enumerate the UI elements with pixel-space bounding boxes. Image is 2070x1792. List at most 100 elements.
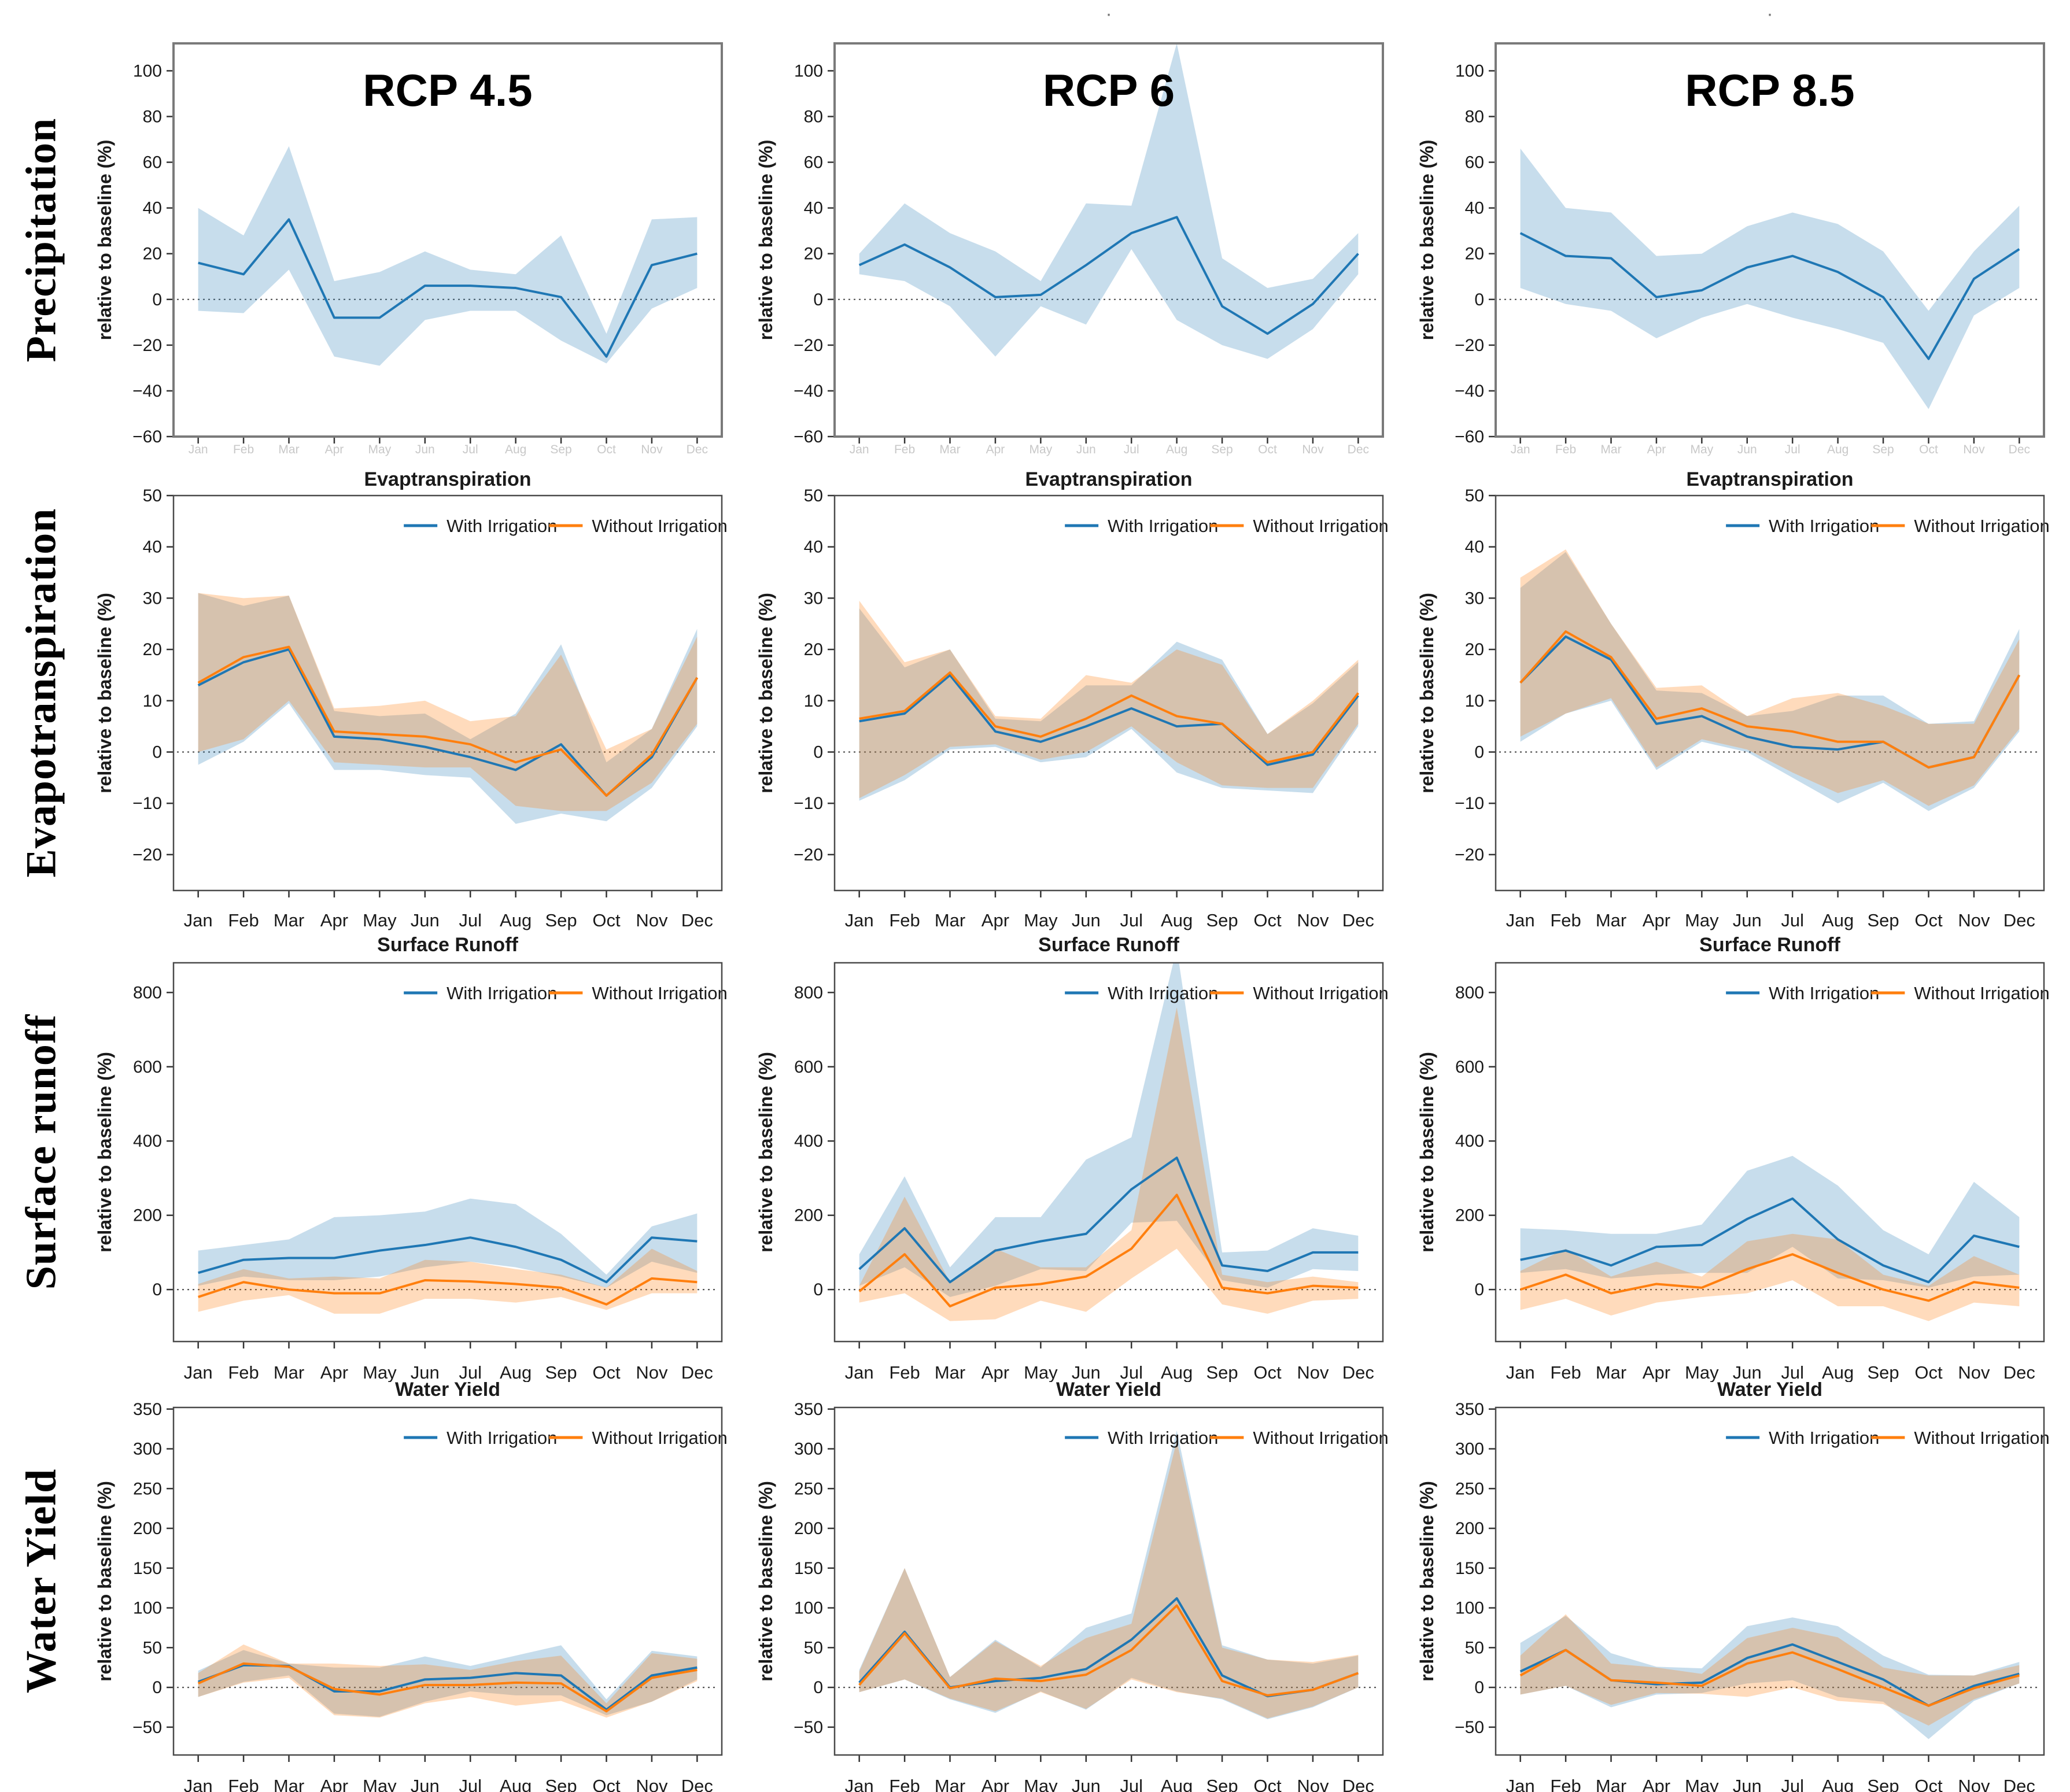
legend-label: Without Irrigation <box>1253 516 1388 536</box>
month-label: Apr <box>320 910 348 930</box>
month-label: Jun <box>1733 910 1762 930</box>
y-tick-label: 0 <box>813 1678 823 1697</box>
month-label: Mar <box>1596 910 1626 930</box>
series-line-without <box>1520 1253 2020 1302</box>
chart-title: Evaptranspiration <box>1686 468 1853 490</box>
chart-svg-water-yield-rcp6: Water Yield relative to baseline (%) 350 30… <box>755 1382 1389 1792</box>
plot-frame <box>833 962 1384 1343</box>
month-label: Oct <box>1919 443 1938 456</box>
y-tick-label: 0 <box>813 290 823 309</box>
chart-grid: relative to baseline (%) 100 80 60 40 20 0 −20−… <box>87 0 2070 1792</box>
month-label: Oct <box>1914 910 1943 930</box>
month-label: Jul <box>459 1776 482 1792</box>
y-tick-label: 0 <box>152 743 162 762</box>
confidence-band-with <box>1520 552 2020 811</box>
month-label: Jan <box>1506 1362 1535 1382</box>
month-label: Mar <box>935 1362 965 1382</box>
legend-label: With Irrigation <box>447 516 557 536</box>
y-axis-label: relative to baseline (%) <box>1416 593 1437 793</box>
y-tick-label: −20 <box>132 336 162 355</box>
y-axis-label: relative to baseline (%) <box>755 1052 776 1252</box>
y-tick-label: 0 <box>1474 1678 1484 1697</box>
y-axis-label: relative to baseline (%) <box>94 1052 115 1252</box>
month-label: Dec <box>1342 1776 1374 1792</box>
y-tick-label: 100 <box>1455 1599 1484 1618</box>
chart-title: Surface Runoff <box>1038 934 1179 956</box>
month-label: Feb <box>1550 1362 1581 1382</box>
confidence-band-with <box>198 1645 698 1717</box>
y-axis-label: relative to baseline (%) <box>755 1481 776 1682</box>
chart-svg-evapotranspiration-rcp6: Evaptranspiration relative to baseline (%… <box>755 468 1389 930</box>
month-label: Jul <box>1120 1776 1143 1792</box>
y-tick-label: 0 <box>1474 290 1484 309</box>
row-label-water-yield: Water Yield <box>17 1468 65 1694</box>
confidence-band-with <box>859 608 1359 801</box>
y-tick-label: 100 <box>133 61 162 80</box>
y-tick-label: −60 <box>1455 427 1484 446</box>
series-line-without <box>858 1194 1359 1307</box>
y-tick-label: 100 <box>1455 61 1484 80</box>
month-label: Mar <box>935 910 965 930</box>
series-line-without <box>858 1604 1359 1697</box>
month-label: Mar <box>1600 443 1621 456</box>
month-label: Nov <box>636 1362 668 1382</box>
y-tick-label: 60 <box>143 153 162 172</box>
legend: With Irrigation Without Irrigation <box>1726 516 2050 536</box>
chart-svg-surface-runoff-rcp45: Surface Runoff relative to baseline (%) 80… <box>94 934 728 1382</box>
month-label: Jul <box>463 443 478 456</box>
series-line-without <box>1519 630 2021 769</box>
month-label: Oct <box>1253 910 1282 930</box>
y-axis-label: relative to baseline (%) <box>755 593 776 793</box>
y-tick-label: 50 <box>143 1638 162 1657</box>
y-tick-label: 400 <box>794 1132 823 1151</box>
y-tick-label: 0 <box>1474 1280 1484 1299</box>
y-tick-label: 20 <box>1465 640 1484 659</box>
legend-label: Without Irrigation <box>592 1428 727 1448</box>
y-axis-label: relative to baseline (%) <box>1416 1481 1437 1682</box>
y-tick-label: 250 <box>133 1479 162 1498</box>
month-label: Apr <box>320 1776 348 1792</box>
month-label: Feb <box>228 1776 259 1792</box>
month-label: Oct <box>1253 1362 1282 1382</box>
month-label: Jun <box>1733 1362 1762 1382</box>
month-label: Sep <box>550 443 571 456</box>
y-tick-label: 600 <box>794 1058 823 1077</box>
chart-water-yield-rcp45: Water Yield relative to baseline (%) 350 30… <box>87 1382 748 1792</box>
y-tick-label: 400 <box>1455 1132 1484 1151</box>
confidence-band-without <box>859 1007 1359 1321</box>
month-label: Sep <box>1206 1776 1238 1792</box>
month-label: Mar <box>274 910 304 930</box>
y-tick-label: 60 <box>804 153 823 172</box>
chart-title: Water Yield <box>1717 1382 1822 1401</box>
month-label: Dec <box>681 1362 713 1382</box>
month-label: May <box>1024 1776 1058 1792</box>
y-tick-label: 50 <box>143 486 162 505</box>
month-label: Mar <box>1596 1362 1626 1382</box>
month-label: Jan <box>189 443 208 456</box>
y-tick-label: 100 <box>794 61 823 80</box>
y-tick-label: 10 <box>804 692 823 711</box>
confidence-band-without <box>198 1644 698 1718</box>
month-label: Nov <box>636 910 668 930</box>
y-tick-label: 300 <box>133 1440 162 1459</box>
month-label: Nov <box>1297 910 1329 930</box>
y-tick-label: −20 <box>132 845 162 864</box>
y-tick-label: −20 <box>1455 336 1484 355</box>
chart-precipitation-rcp85: · relative to baseline (%) 100 80 60 40 20 0 −20… <box>1409 0 2070 463</box>
month-label: Feb <box>889 1776 920 1792</box>
month-label: Mar <box>1596 1776 1626 1792</box>
month-label: Jan <box>184 1362 213 1382</box>
month-label: Jun <box>1072 1776 1101 1792</box>
chart-svg-evapotranspiration-rcp85: Evaptranspiration relative to baseline (%… <box>1416 468 2050 930</box>
y-tick-label: 800 <box>1455 983 1484 1002</box>
month-label: Apr <box>1647 443 1666 456</box>
month-label: Aug <box>500 910 532 930</box>
y-tick-label: 100 <box>133 1599 162 1618</box>
month-label: Dec <box>2003 1362 2035 1382</box>
y-tick-label: 250 <box>1455 1479 1484 1498</box>
legend-label: Without Irrigation <box>1914 983 2049 1003</box>
legend: With Irrigation Without Irrigation <box>404 516 728 536</box>
y-tick-label: 350 <box>794 1400 823 1419</box>
month-label: Jan <box>845 1776 874 1792</box>
y-tick-label: 200 <box>794 1206 823 1225</box>
